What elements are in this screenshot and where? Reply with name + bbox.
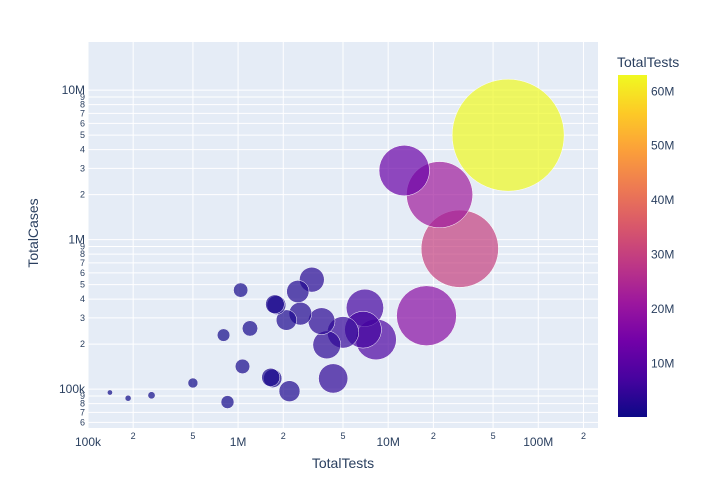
y-minor-tick-label: 5	[80, 130, 85, 140]
bubble-point	[216, 328, 231, 342]
data-points	[107, 78, 565, 409]
x-minor-tick-label: 2	[581, 431, 586, 441]
colorbar: TotalTests 10M 20M 30M 40M 50M 60M	[617, 54, 679, 417]
x-minor-tick-label: 5	[340, 431, 345, 441]
y-axis-title: TotalCases	[25, 198, 41, 267]
colorbar-ticks: 10M 20M 30M 40M 50M 60M	[651, 84, 674, 370]
x-axis-title: TotalTests	[312, 455, 374, 471]
bubble-point	[261, 368, 281, 387]
y-minor-tick-label: 6	[80, 118, 85, 128]
y-minor-tick-label: 8	[80, 249, 85, 259]
y-minor-tick-label: 7	[80, 258, 85, 268]
bubble-point	[265, 294, 285, 314]
colorbar-tick-label: 10M	[651, 356, 674, 370]
x-tick-label: 1M	[230, 435, 247, 449]
y-minor-tick-label: 2	[80, 339, 85, 349]
x-minor-tick-label: 5	[190, 431, 195, 441]
y-minor-tick-label: 7	[80, 407, 85, 417]
y-minor-tick-label: 9	[80, 92, 85, 102]
x-minor-tick-label: 5	[491, 431, 496, 441]
x-tick-label: 100M	[523, 435, 553, 449]
y-minor-tick-label: 5	[80, 280, 85, 290]
y-tick-label: 10M	[62, 83, 85, 97]
y-minor-tick-label: 4	[80, 145, 85, 155]
y-minor-tick-label: 6	[80, 268, 85, 278]
y-minor-tick-label: 8	[80, 100, 85, 110]
colorbar-tick-label: 20M	[651, 302, 674, 316]
bubble-point	[396, 285, 457, 346]
y-minor-tick-label: 7	[80, 108, 85, 118]
x-minor-tick-label: 2	[131, 431, 136, 441]
bubble-point	[233, 282, 249, 298]
x-minor-tick-label: 2	[431, 431, 436, 441]
y-minor-tick-label: 9	[80, 391, 85, 401]
colorbar-tick-label: 50M	[651, 139, 674, 153]
bubble-point	[234, 358, 251, 374]
bubble-point	[147, 391, 156, 400]
y-minor-tick-label: 3	[80, 313, 85, 323]
y-minor-tick-label: 8	[80, 399, 85, 409]
x-minor-tick-label: 2	[281, 431, 286, 441]
bubble-point	[451, 78, 565, 192]
bubble-point	[378, 145, 430, 197]
y-tick-label: 1M	[68, 233, 85, 247]
y-minor-tick-label: 4	[80, 294, 85, 304]
colorbar-tick-label: 30M	[651, 248, 674, 262]
y-minor-tick-label: 6	[80, 417, 85, 427]
bubble-point	[275, 309, 297, 331]
y-minor-tick-label: 2	[80, 190, 85, 200]
colorbar-tick-label: 60M	[651, 84, 674, 98]
colorbar-title: TotalTests	[617, 54, 679, 70]
bubble-point	[124, 394, 132, 402]
bubble-point	[278, 380, 301, 402]
bubble-point	[220, 395, 235, 409]
bubble-point	[241, 320, 258, 337]
colorbar-gradient	[618, 75, 647, 417]
y-minor-tick-label: 9	[80, 242, 85, 252]
bubble-point	[307, 307, 336, 335]
bubble-point	[187, 377, 199, 389]
x-tick-label: 100k	[75, 435, 102, 449]
bubble-point	[318, 363, 349, 394]
colorbar-tick-label: 40M	[651, 193, 674, 207]
bubble-point	[286, 280, 310, 303]
y-minor-tick-label: 3	[80, 163, 85, 173]
bubble-point	[107, 389, 113, 396]
x-tick-label: 10M	[377, 435, 400, 449]
y-tick-label: 100k	[59, 382, 86, 396]
bubble-point	[312, 330, 341, 360]
